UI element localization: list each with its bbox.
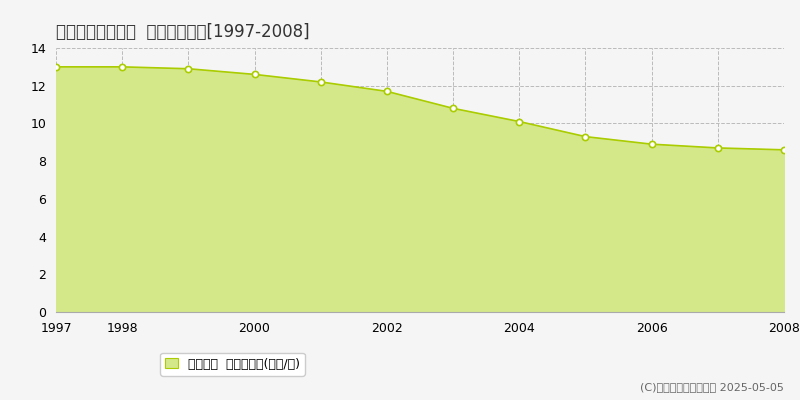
Text: (C)土地価格ドットコム 2025-05-05: (C)土地価格ドットコム 2025-05-05 [640, 382, 784, 392]
Text: 揖斐郡大野町南方  基準地価推移[1997-2008]: 揖斐郡大野町南方 基準地価推移[1997-2008] [56, 23, 310, 41]
Legend: 基準地価  平均坪単価(万円/坪): 基準地価 平均坪単価(万円/坪) [160, 352, 305, 376]
